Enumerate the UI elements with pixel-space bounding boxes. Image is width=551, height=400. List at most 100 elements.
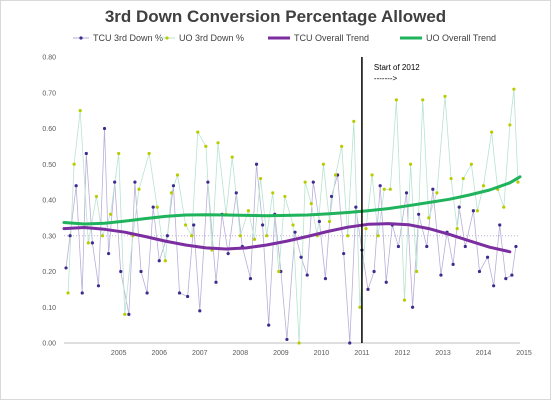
data-point <box>370 173 374 177</box>
data-point <box>417 212 421 216</box>
y-tick-label: 0.00 <box>42 341 56 348</box>
data-point <box>396 244 400 249</box>
legend-label: TCU Overall Trend <box>294 33 369 43</box>
data-point <box>190 234 194 238</box>
data-point <box>64 266 68 270</box>
data-point <box>80 291 84 295</box>
data-point <box>427 216 431 220</box>
data-point <box>169 191 174 195</box>
data-point <box>378 184 382 188</box>
x-tick-label: 2007 <box>192 350 208 357</box>
legend-swatch-point <box>79 36 83 40</box>
data-point <box>410 305 415 309</box>
data-point <box>96 284 101 288</box>
data-point <box>366 287 370 291</box>
data-point <box>305 273 309 277</box>
data-point <box>431 187 435 191</box>
data-point <box>206 180 210 184</box>
data-point <box>402 298 407 302</box>
data-point <box>352 119 356 123</box>
data-point <box>214 280 218 284</box>
data-point <box>74 184 78 188</box>
data-point <box>145 291 149 295</box>
data-point <box>340 144 344 148</box>
data-point <box>285 337 289 342</box>
data-point <box>258 176 263 181</box>
data-point <box>155 205 159 209</box>
data-point <box>78 109 82 113</box>
data-point <box>358 305 362 309</box>
data-point <box>415 269 419 274</box>
y-tick-label: 0.20 <box>42 269 56 276</box>
legend-label: UO 3rd Down % <box>179 33 244 43</box>
data-point <box>498 223 502 227</box>
data-point <box>512 87 516 91</box>
data-point <box>246 209 251 213</box>
data-point <box>90 241 94 245</box>
legend-label: TCU 3rd Down % <box>93 33 163 43</box>
x-tick-label: 2008 <box>233 350 249 357</box>
y-tick-label: 0.40 <box>42 198 56 205</box>
data-point <box>204 144 208 148</box>
x-tick-label: 2010 <box>314 350 330 357</box>
data-point <box>216 141 220 145</box>
data-point <box>238 234 242 238</box>
data-point <box>106 252 111 256</box>
y-tick-label: 0.50 <box>42 162 56 169</box>
trend-line-3 <box>62 175 522 226</box>
data-point <box>86 241 90 245</box>
trend-line-2 <box>62 222 512 254</box>
data-point <box>303 180 307 184</box>
data-point <box>151 205 155 209</box>
data-point <box>113 180 117 184</box>
data-point <box>248 277 253 281</box>
trend-lines <box>62 175 522 254</box>
data-point <box>439 273 443 277</box>
data-point <box>68 234 72 238</box>
data-point <box>321 162 326 166</box>
y-tick-label: 0.80 <box>42 55 56 62</box>
data-point <box>463 244 467 249</box>
data-point <box>348 341 352 345</box>
series-line-0 <box>65 128 517 344</box>
data-point <box>147 151 151 156</box>
data-point <box>404 191 409 195</box>
data-point <box>165 234 169 238</box>
data-point <box>309 201 313 206</box>
data-point <box>323 277 328 281</box>
data-point <box>127 312 131 316</box>
data-point <box>184 223 188 227</box>
chart-legend: TCU 3rd Down % UO 3rd Down % TCU Overall T… <box>73 33 496 43</box>
data-point <box>66 291 70 295</box>
data-point <box>271 191 275 195</box>
data-point <box>469 162 473 166</box>
legend-swatch-point <box>165 36 169 40</box>
data-point <box>376 234 380 238</box>
data-point <box>516 180 520 184</box>
legend-label: UO Overall Trend <box>426 33 496 43</box>
data-point <box>504 277 508 281</box>
data-point <box>267 323 271 327</box>
data-point <box>435 191 439 195</box>
data-point <box>226 252 230 256</box>
data-point <box>510 273 514 277</box>
data-point <box>177 291 182 295</box>
data-point <box>171 184 176 188</box>
data-point <box>192 223 196 227</box>
data-point <box>198 309 202 313</box>
x-tick-label: 2009 <box>273 350 289 357</box>
data-point <box>261 223 265 227</box>
data-point <box>102 126 107 131</box>
data-point <box>317 219 321 224</box>
data-point <box>117 151 121 156</box>
data-point <box>133 180 137 184</box>
data-point <box>100 234 105 238</box>
data-point <box>94 194 99 199</box>
data-point <box>342 252 346 256</box>
data-point <box>293 230 297 234</box>
data-point <box>346 234 350 238</box>
data-point <box>137 187 141 191</box>
data-point <box>502 205 506 209</box>
data-point <box>163 259 167 263</box>
